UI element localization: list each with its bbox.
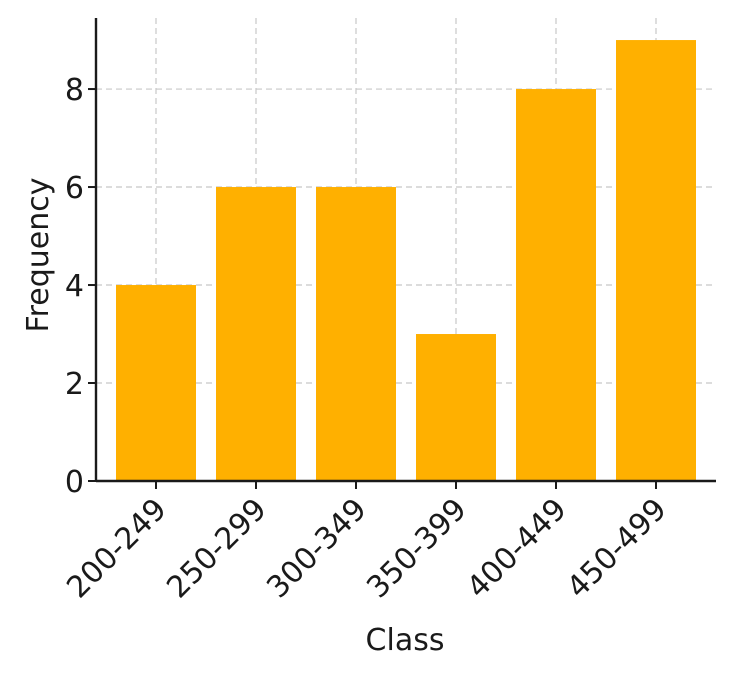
- bar-250-299: [216, 187, 296, 482]
- bar-400-449: [516, 89, 596, 481]
- y-tick-label: 4: [65, 269, 84, 304]
- y-tick-label: 2: [65, 367, 84, 402]
- bar-300-349: [316, 187, 396, 482]
- x-tick-label: 450-499: [560, 492, 673, 605]
- x-tick-label: 350-399: [360, 492, 473, 605]
- x-tick-labels: 200-249250-299300-349350-399400-449450-4…: [60, 492, 673, 605]
- x-axis-title: Class: [366, 623, 445, 658]
- bar-200-249: [116, 285, 196, 481]
- x-tick-label: 300-349: [260, 492, 373, 605]
- y-tick-label: 8: [65, 73, 84, 108]
- bar-350-399: [416, 334, 496, 481]
- x-tick-label: 400-449: [460, 492, 573, 605]
- axes: [88, 18, 716, 489]
- y-tick-label: 6: [65, 171, 84, 206]
- y-tick-label: 0: [65, 465, 84, 500]
- y-axis-title: Frequency: [21, 178, 56, 333]
- x-tick-label: 200-249: [60, 492, 173, 605]
- y-tick-labels: 0 2 4 6 8: [65, 73, 84, 500]
- bar-450-499: [616, 40, 696, 482]
- x-tick-label: 250-299: [160, 492, 273, 605]
- bars: [116, 40, 696, 482]
